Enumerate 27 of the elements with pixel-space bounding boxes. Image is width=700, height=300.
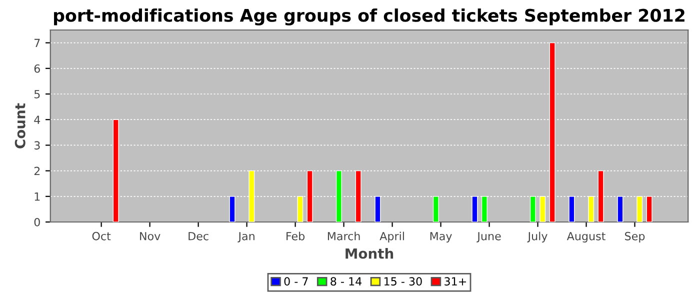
y-axis-title: Count <box>14 103 26 148</box>
x-tick-label: May <box>430 232 452 242</box>
x-tick-label: March <box>328 232 360 240</box>
x-tick-label: April <box>380 232 404 242</box>
x-tick-label: June <box>476 232 501 242</box>
x-tick-label: Feb <box>286 232 305 240</box>
x-tick-label: August <box>566 232 606 242</box>
legend-label: 15 - 30 <box>384 277 422 286</box>
x-axis-title: Month <box>346 248 394 259</box>
x-tick-label: Jan <box>238 232 254 242</box>
x-tick-label: Sep <box>625 232 645 242</box>
y-tick-label: 5 <box>34 90 40 98</box>
y-tick-label: 7 <box>34 38 40 48</box>
legend-label: 31+ <box>444 277 466 286</box>
x-tick-label: Dec <box>188 232 208 240</box>
legend-label: 0 - 7 <box>284 277 308 286</box>
chart-title: port-modifications Age groups of closed tickets September 2012 <box>54 8 684 26</box>
y-tick-label: 2 <box>34 166 40 176</box>
y-tick-label: 4 <box>34 116 40 124</box>
y-tick-label: 3 <box>34 141 40 150</box>
legend-label: 8 - 14 <box>330 277 362 286</box>
x-tick-label: July <box>527 232 548 242</box>
y-tick-label: 0 <box>34 218 40 226</box>
x-tick-label: Nov <box>140 232 160 240</box>
y-tick-label: 1 <box>34 192 40 201</box>
x-tick-label: Oct <box>92 232 111 240</box>
y-tick-label: 6 <box>34 64 40 73</box>
